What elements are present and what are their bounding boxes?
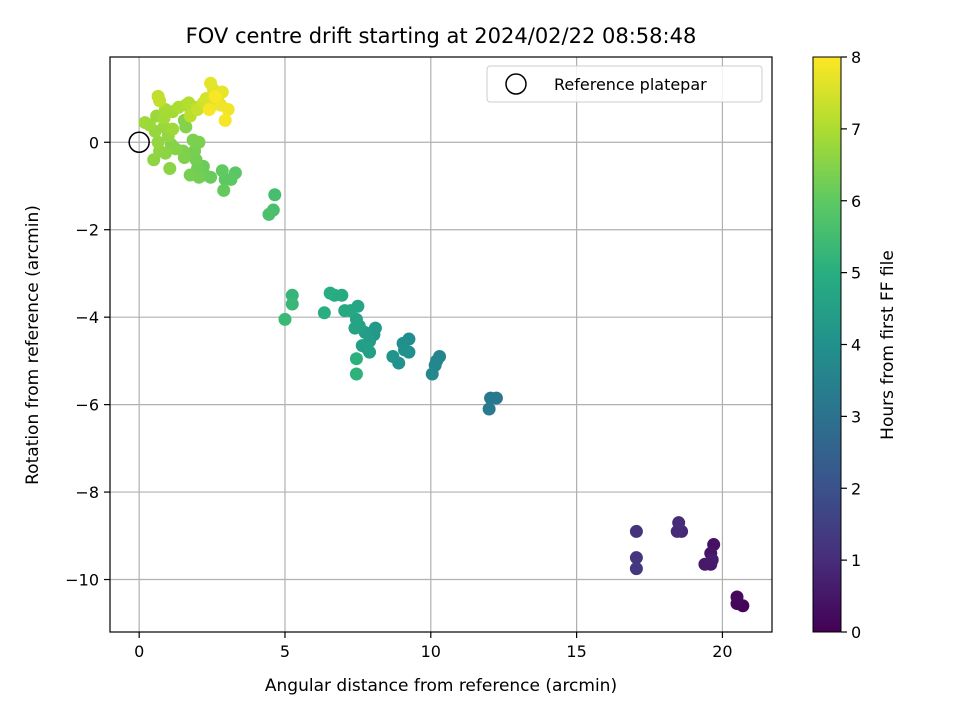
data-point	[629, 551, 643, 565]
data-point	[166, 122, 180, 136]
data-point	[629, 562, 643, 576]
y-tick-label: −4	[75, 308, 99, 327]
grid-lines	[110, 57, 772, 632]
data-point	[285, 297, 299, 311]
data-point	[183, 168, 197, 182]
data-point	[147, 153, 161, 167]
colorbar-tick-label: 1	[851, 551, 861, 570]
data-point	[317, 306, 331, 320]
data-point	[208, 89, 222, 103]
data-point	[215, 164, 229, 178]
x-tick-label: 15	[566, 642, 586, 661]
data-point	[163, 162, 177, 176]
x-axis-label: Angular distance from reference (arcmin)	[265, 676, 617, 696]
data-point	[672, 516, 686, 530]
data-point	[363, 345, 377, 359]
data-point	[484, 391, 498, 405]
data-point	[151, 135, 165, 149]
data-point	[348, 321, 362, 335]
data-point	[153, 94, 167, 108]
y-tick-label: −2	[75, 221, 99, 240]
y-axis-ticks: 0 −2 −4 −6 −8 −10	[65, 133, 110, 590]
colorbar: 0 1 2 3 4 5 6 7 8 Hours from first FF file	[812, 48, 898, 642]
colorbar-tick-label: 8	[851, 48, 861, 67]
data-point	[338, 304, 352, 318]
legend: Reference platepar	[486, 65, 763, 103]
colorbar-tick-label: 7	[851, 120, 861, 139]
data-point	[204, 76, 218, 90]
x-tick-label: 10	[421, 642, 441, 661]
legend-marker-icon	[505, 73, 527, 95]
data-point	[221, 102, 235, 116]
data-point	[278, 312, 292, 326]
y-tick-label: −10	[65, 571, 99, 590]
plot-frame	[109, 56, 773, 633]
x-tick-label: 20	[712, 642, 732, 661]
data-point	[705, 553, 719, 567]
y-axis-label: Rotation from reference (arcmin)	[23, 205, 43, 485]
y-tick-label: −6	[75, 396, 99, 415]
y-tick-label: −8	[75, 483, 99, 502]
chart-title: FOV centre drift starting at 2024/02/22 …	[186, 24, 697, 48]
data-point	[629, 524, 643, 538]
reference-point	[128, 131, 150, 154]
data-point	[349, 367, 363, 381]
data-point	[202, 102, 216, 116]
x-tick-label: 5	[280, 642, 290, 661]
legend-label: Reference platepar	[554, 75, 707, 94]
colorbar-tick-label: 2	[851, 479, 861, 498]
data-point	[138, 116, 152, 130]
x-tick-label: 0	[134, 642, 144, 661]
data-point	[386, 350, 400, 364]
x-axis-ticks: 0 5 10 15 20	[134, 632, 733, 661]
colorbar-tick-label: 0	[851, 623, 861, 642]
data-point	[217, 183, 231, 197]
data-point	[730, 590, 744, 604]
legend-box	[486, 65, 763, 103]
colorbar-tick-label: 3	[851, 407, 861, 426]
colorbar-ticks: 0 1 2 3 4 5 6 7 8	[841, 48, 861, 642]
data-point	[323, 286, 337, 300]
colorbar-tick-label: 4	[851, 336, 861, 355]
data-point	[268, 188, 282, 202]
data-point	[398, 343, 412, 357]
data-point	[218, 113, 232, 127]
colorbar-gradient	[812, 56, 842, 633]
colorbar-tick-label: 5	[851, 264, 861, 283]
colorbar-label: Hours from first FF file	[878, 250, 898, 440]
colorbar-tick-label: 6	[851, 192, 861, 211]
data-point	[262, 207, 276, 221]
data-point	[425, 367, 439, 381]
data-point	[186, 133, 200, 147]
data-point	[482, 402, 496, 416]
y-tick-label: 0	[89, 133, 99, 152]
data-point	[349, 352, 363, 366]
data-points	[138, 76, 750, 613]
data-point	[177, 151, 191, 165]
